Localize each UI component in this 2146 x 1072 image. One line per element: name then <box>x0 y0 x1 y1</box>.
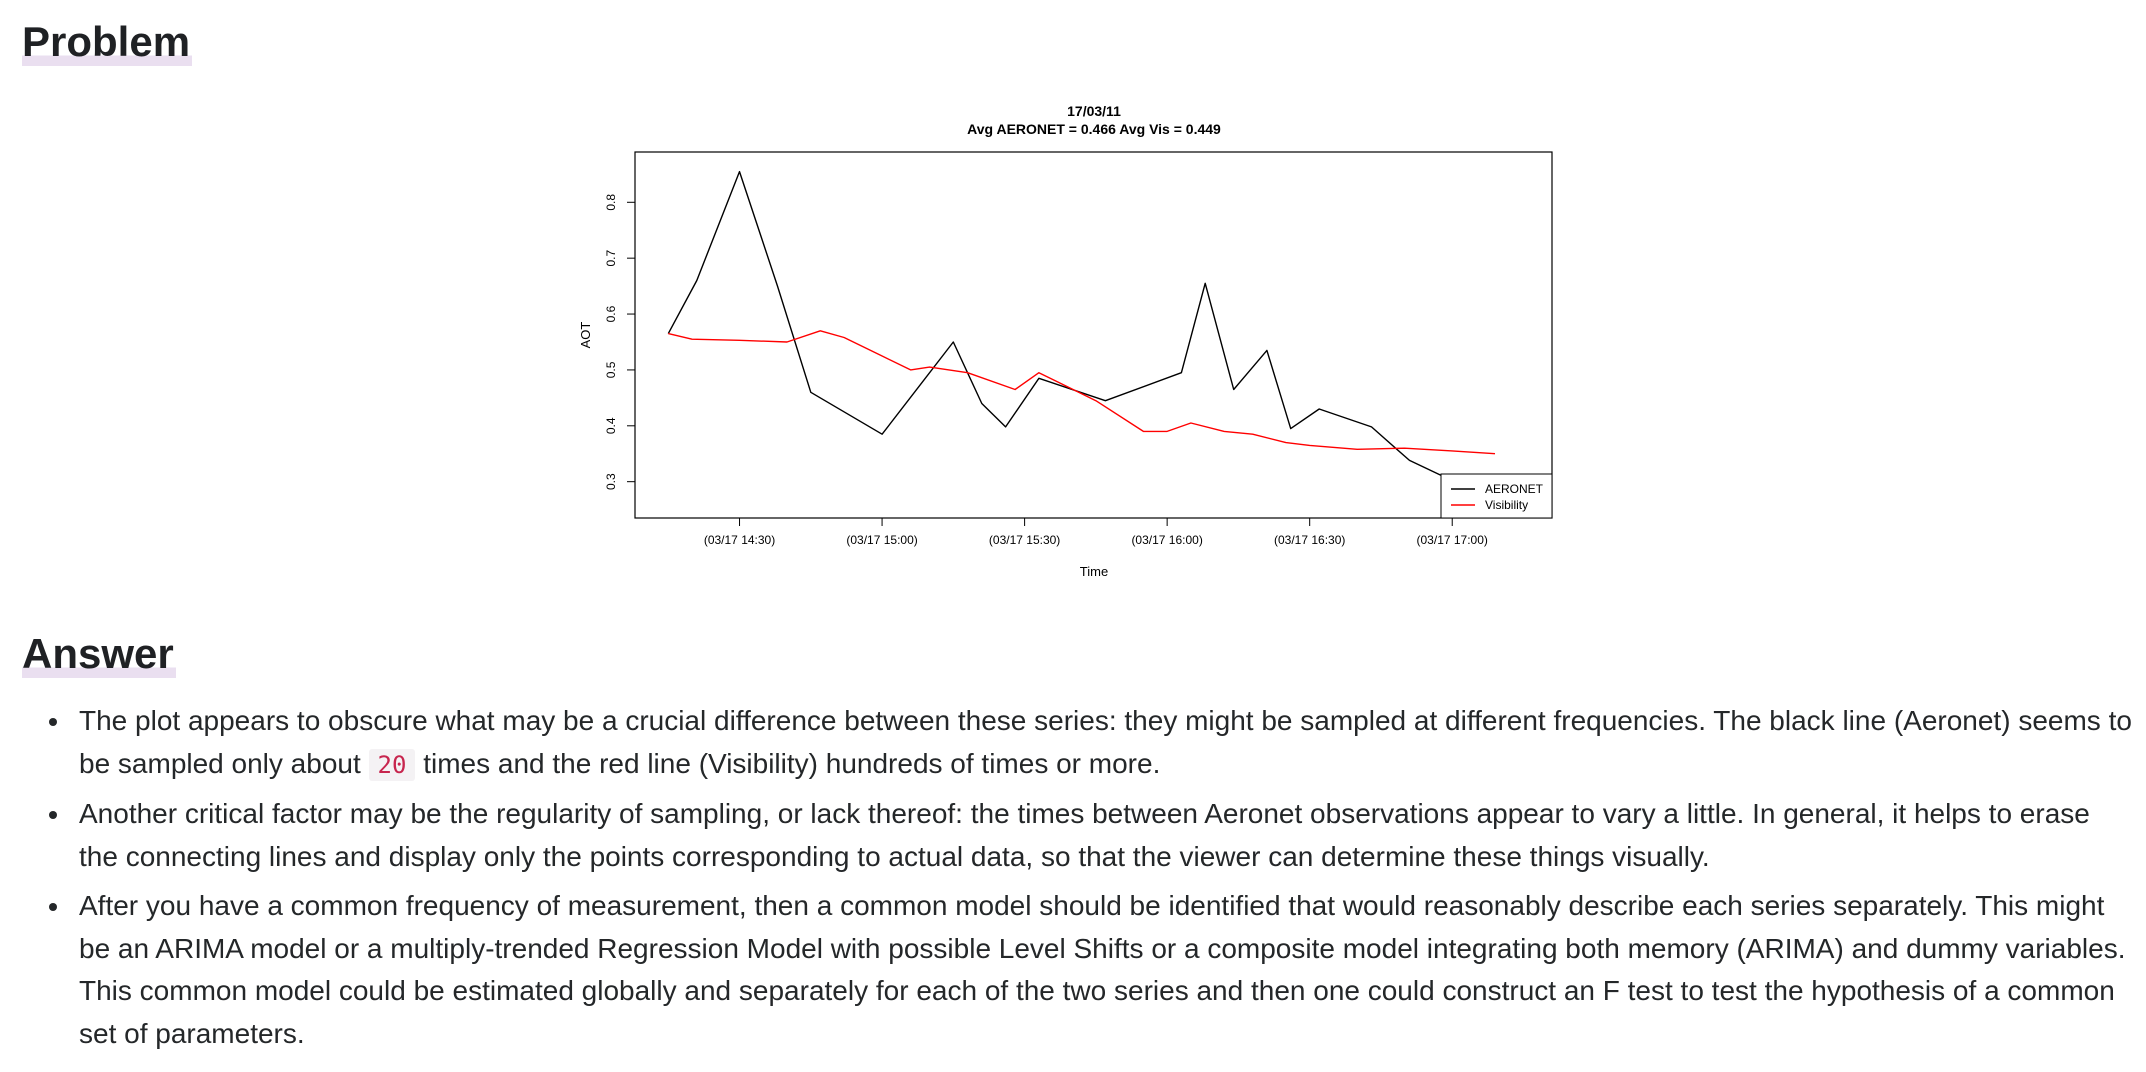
aot-time-series-chart: 17/03/11 Avg AERONET = 0.466 Avg Vis = 0.… <box>578 103 1553 579</box>
y-tick-label-0: 0.3 <box>604 473 618 490</box>
legend-label-visibility: Visibility <box>1485 498 1528 512</box>
problem-heading: Problem <box>22 18 193 66</box>
x-tick-label-1: (03/17 15:00) <box>846 533 917 547</box>
x-tick-label-4: (03/17 16:30) <box>1274 533 1345 547</box>
answer-item-common-model: After you have a common frequency of mea… <box>49 885 2146 1055</box>
y-tick-label-4: 0.7 <box>604 250 618 267</box>
legend-label-aeronet: AERONET <box>1485 482 1544 496</box>
series-line-aeronet <box>667 170 1443 477</box>
series-line-visibility <box>668 330 1496 455</box>
chart-title: 17/03/11 <box>1067 103 1121 119</box>
answer-item-regularity: Another critical factor may be the regul… <box>49 793 2146 878</box>
answer-item-frequency: The plot appears to obscure what may be … <box>49 700 2146 786</box>
answer-item-1-text-before: The plot appears to obscure what may be … <box>79 705 2132 779</box>
sample-count-code: 20 <box>368 748 416 781</box>
x-tick-label-0: (03/17 14:30) <box>704 533 775 547</box>
x-tick-label-5: (03/17 17:00) <box>1417 533 1488 547</box>
y-tick-label-2: 0.5 <box>604 361 618 378</box>
y-tick-label-5: 0.8 <box>604 194 618 211</box>
plot-frame <box>634 151 1553 519</box>
chart-subtitle: Avg AERONET = 0.466 Avg Vis = 0.449 <box>967 121 1221 137</box>
x-tick-label-3: (03/17 16:00) <box>1131 533 1202 547</box>
answer-list: The plot appears to obscure what may be … <box>0 700 2146 1062</box>
answer-heading: Answer <box>22 630 176 678</box>
y-tick-label-1: 0.4 <box>604 417 618 434</box>
legend-box <box>1440 473 1553 519</box>
x-axis-label: Time <box>1080 564 1108 579</box>
chart-figure: 17/03/11 Avg AERONET = 0.466 Avg Vis = 0.… <box>570 98 1570 598</box>
y-axis-label: AOT <box>578 322 593 349</box>
answer-item-1-text-after: times and the red line (Visibility) hund… <box>415 747 1161 779</box>
x-tick-label-2: (03/17 15:30) <box>989 533 1060 547</box>
y-tick-label-3: 0.6 <box>604 305 618 322</box>
